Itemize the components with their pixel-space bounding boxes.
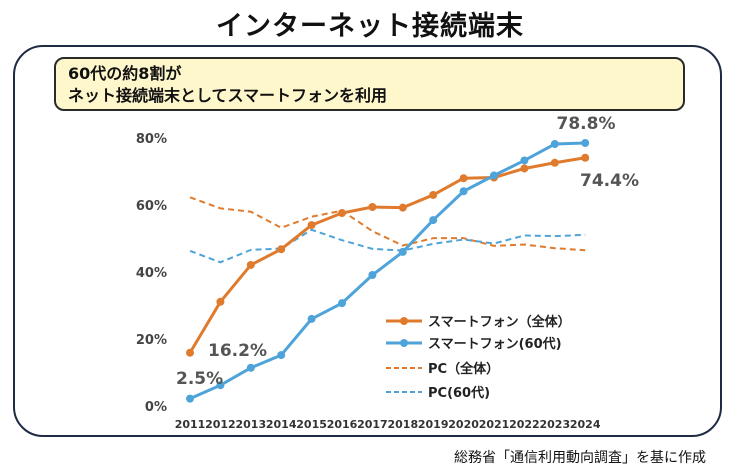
series-line — [189, 141, 586, 400]
series-line — [188, 156, 586, 354]
data-label: 74.4% — [580, 171, 639, 191]
data-point — [368, 203, 377, 212]
x-tick-label: 2019 — [418, 418, 449, 431]
callout-line-2: ネット接続端末としてスマートフォンを利用 — [68, 86, 388, 105]
x-tick-label: 2012 — [205, 418, 236, 431]
data-label: 2.5% — [176, 369, 223, 389]
legend-label: PC(60代) — [428, 385, 490, 401]
x-tick-label: 2023 — [539, 418, 570, 431]
y-tick-label: 0% — [145, 400, 167, 415]
data-point — [307, 221, 316, 230]
data-point — [186, 394, 194, 403]
data-point — [246, 363, 255, 372]
data-point — [520, 164, 529, 173]
data-point — [459, 187, 468, 196]
data-point — [459, 174, 468, 183]
callout-box: 60代の約8割が ネット接続端末としてスマートフォンを利用 — [54, 57, 685, 111]
data-point — [520, 156, 529, 165]
data-point — [398, 247, 407, 256]
legend-label: スマートフォン（全体） — [428, 314, 571, 330]
data-point — [216, 381, 225, 390]
data-point — [581, 153, 590, 162]
data-label: 78.8% — [557, 114, 616, 134]
page-title: インターネット接続端末 — [216, 11, 524, 42]
data-point — [581, 139, 590, 148]
data-point — [398, 203, 407, 212]
y-tick-label: 40% — [136, 266, 167, 281]
data-point — [429, 190, 438, 199]
data-point — [216, 297, 225, 306]
data-point — [277, 351, 286, 360]
x-tick-label: 2016 — [327, 418, 358, 431]
data-point — [186, 348, 194, 357]
data-point — [550, 140, 559, 149]
x-tick-label: 2024 — [570, 418, 601, 431]
data-point — [277, 245, 286, 254]
data-point — [368, 271, 377, 280]
legend-label: スマートフォン(60代) — [428, 336, 562, 352]
y-tick-label: 80% — [136, 132, 167, 147]
x-tick-label: 2011 — [175, 418, 206, 431]
x-tick-label: 2021 — [479, 418, 510, 431]
x-tick-label: 2014 — [266, 418, 297, 431]
data-point — [338, 299, 346, 308]
source-note: 総務省「通信利用動向調査」を基に作成 — [454, 450, 706, 466]
legend-marker — [400, 339, 408, 347]
x-tick-label: 2018 — [387, 418, 418, 431]
x-tick-label: 2013 — [235, 418, 266, 431]
series-line — [189, 196, 586, 252]
data-point — [307, 314, 316, 323]
data-point — [490, 171, 498, 180]
data-point — [246, 260, 255, 269]
data-label: 16.2% — [208, 341, 267, 361]
y-tick-label: 20% — [136, 333, 167, 348]
series-line — [189, 228, 586, 264]
callout-line-1: 60代の約8割が — [68, 64, 182, 83]
x-tick-label: 2022 — [509, 418, 540, 431]
x-tick-label: 2020 — [448, 418, 479, 431]
data-point — [429, 216, 438, 225]
legend-label: PC（全体） — [428, 361, 499, 377]
y-tick-label: 60% — [136, 199, 167, 214]
data-point — [550, 158, 559, 167]
x-tick-label: 2017 — [357, 418, 388, 431]
x-tick-label: 2015 — [296, 418, 327, 431]
legend-marker — [400, 317, 408, 325]
data-point — [338, 209, 346, 218]
